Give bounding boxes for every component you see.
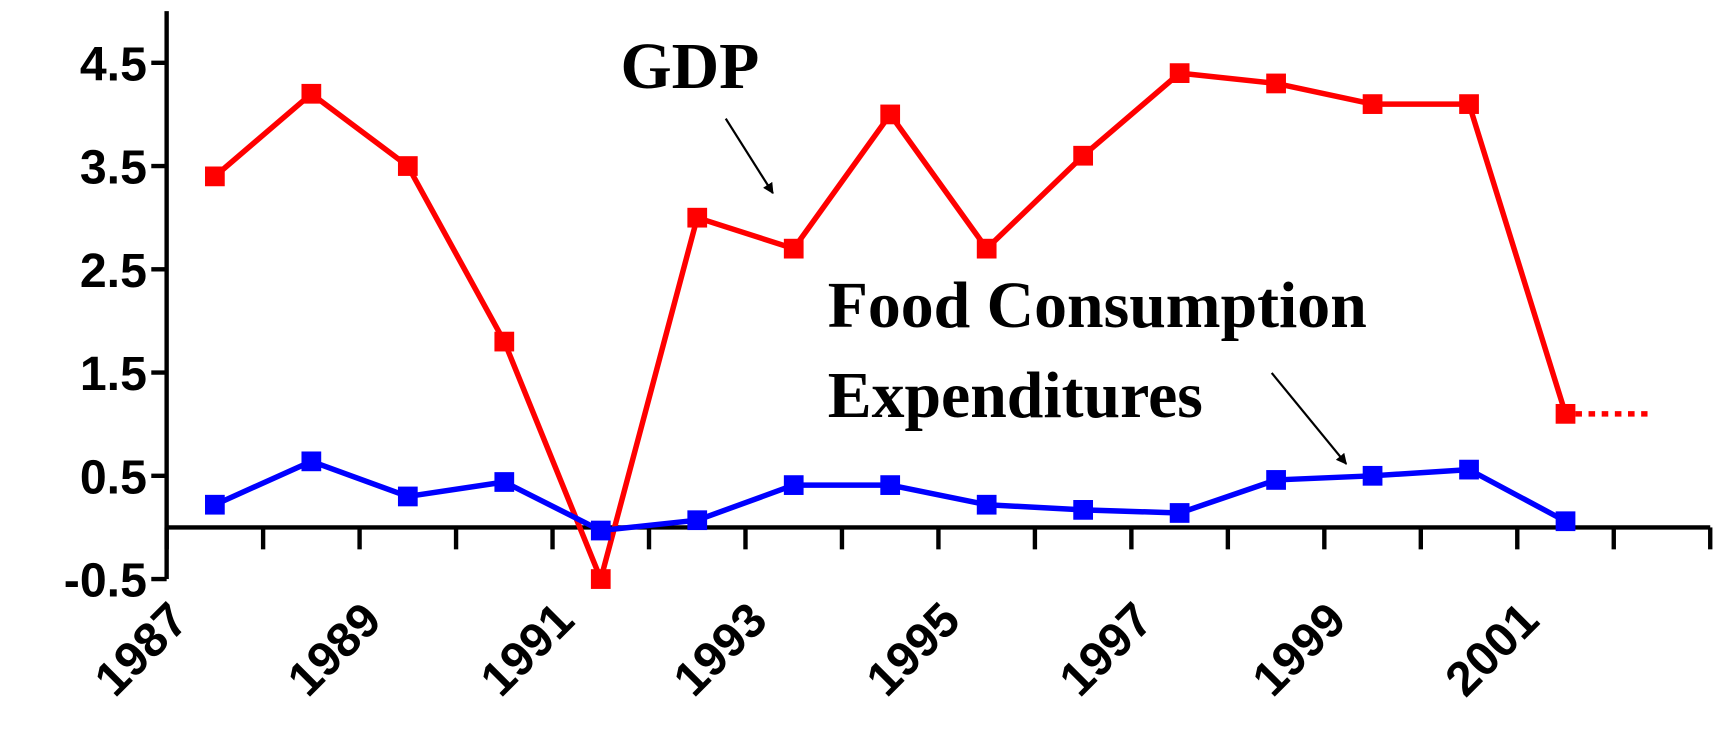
x-tick-label: 1989 [277, 593, 391, 707]
y-tick-label: 1.5 [80, 347, 147, 401]
y-tick-label: -0.5 [64, 554, 147, 608]
x-tick-label: 2001 [1435, 593, 1549, 707]
y-tick-label: 3.5 [80, 141, 147, 195]
point [1169, 503, 1190, 523]
point [205, 494, 225, 515]
y-tick-label: 4.5 [80, 37, 147, 91]
food-arrow [1270, 372, 1348, 465]
point [301, 83, 322, 104]
point [1266, 73, 1286, 94]
gdp-arrow [724, 118, 774, 195]
point [783, 238, 804, 259]
point [1073, 500, 1094, 520]
series-label: GDP [621, 30, 760, 103]
series-label-line: Expenditures [828, 359, 1203, 432]
point [397, 486, 418, 507]
x-tick-label: 1999 [1242, 593, 1356, 707]
point [1555, 403, 1576, 424]
point [1362, 465, 1383, 486]
y-tick-label: 2.5 [80, 244, 147, 298]
point [1073, 145, 1094, 166]
point [783, 475, 804, 495]
point [590, 569, 611, 589]
point [590, 520, 611, 541]
x-tick-label: 1997 [1049, 593, 1163, 707]
point [301, 451, 322, 472]
point [397, 156, 418, 176]
x-tick-label: 1987 [84, 593, 198, 707]
series-label: Food Consumption Expenditures [828, 269, 1367, 432]
point [1459, 459, 1479, 480]
point [494, 472, 515, 492]
point [1459, 94, 1479, 114]
y-tick-label: 0.5 [80, 450, 147, 504]
point [687, 207, 708, 228]
point [976, 494, 997, 515]
point [1169, 63, 1190, 83]
x-tick-label: 1991 [470, 593, 584, 707]
point [494, 331, 515, 352]
point [687, 510, 708, 531]
point [205, 166, 225, 187]
point [976, 238, 997, 259]
point [1555, 511, 1576, 532]
x-tick-label: 1995 [856, 593, 970, 707]
point [880, 475, 901, 495]
point [880, 104, 901, 125]
x-tick-label: 1993 [663, 593, 777, 707]
point [1266, 470, 1286, 490]
point [1362, 94, 1383, 114]
series-label-line: Food Consumption [828, 269, 1367, 342]
